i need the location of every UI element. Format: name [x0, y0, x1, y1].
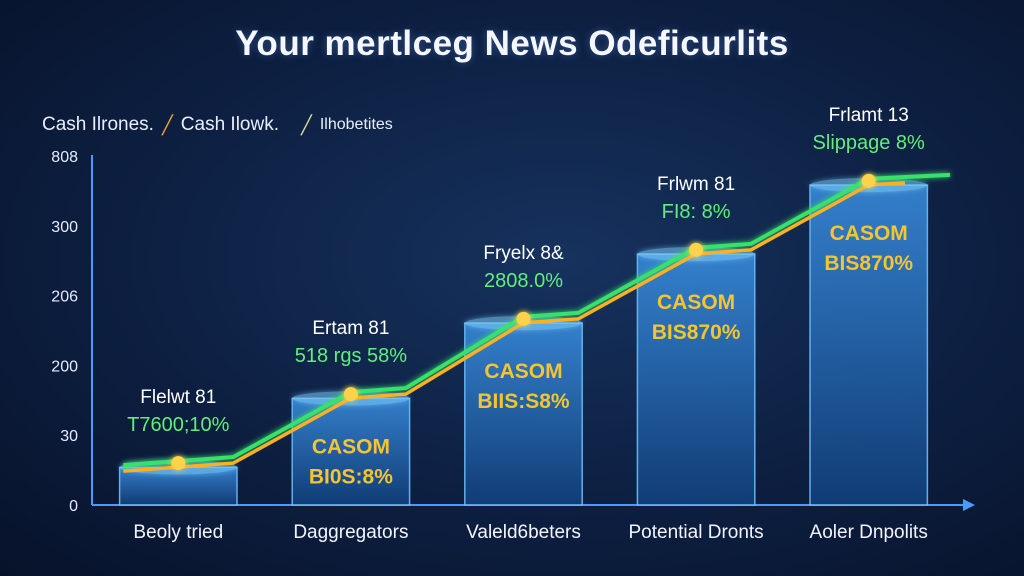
- point-label-bottom: 2808.0%: [484, 270, 563, 292]
- bar: [291, 397, 411, 506]
- bar-label: CASOM: [312, 435, 390, 458]
- data-point: [861, 173, 876, 188]
- legend-marker-2: ╱: [161, 115, 173, 135]
- point-label-top: Frlwm 81: [657, 174, 735, 195]
- x-tick-label: Beoly tried: [133, 522, 223, 543]
- x-tick-label: Potential Dronts: [629, 522, 764, 543]
- bar-label: BI0S:8%: [309, 465, 393, 488]
- x-tick-label: Valeld6beters: [466, 522, 581, 543]
- point-label-top: Fryelx 8&: [483, 243, 564, 264]
- point-label-bottom: Slippage 8%: [813, 132, 926, 154]
- y-tick-label: 30: [60, 428, 78, 445]
- data-point: [343, 387, 358, 402]
- bar: [464, 322, 583, 506]
- data-point: [171, 456, 186, 471]
- point-label-bottom: FI8: 8%: [662, 201, 731, 223]
- bar-label: BIS870%: [652, 321, 741, 344]
- point-label-top: Flelwt 81: [140, 387, 216, 408]
- data-point: [516, 311, 531, 326]
- bar-label: CASOM: [830, 222, 908, 245]
- point-label-bottom: 518 rgs 58%: [295, 345, 408, 367]
- bar-label: BIS870%: [824, 252, 913, 275]
- bar: [809, 184, 929, 506]
- legend: Cash Ilrones. ╱ Cash Ilowk. ╱ Ilhobetite…: [42, 114, 393, 136]
- data-point: [689, 242, 704, 257]
- y-tick-label: 206: [51, 289, 78, 306]
- legend-label-1: Cash Ilrones.: [42, 114, 154, 135]
- x-axis-arrow: [963, 499, 975, 511]
- x-tick-label: Aoler Dnpolits: [810, 522, 928, 543]
- chart-title: Your mertlceg News Odeficurlits: [235, 24, 789, 63]
- y-tick-label: 300: [51, 219, 78, 236]
- bar-label: BIIS:S8%: [477, 390, 570, 413]
- bar-label: CASOM: [484, 360, 562, 383]
- bar-group: [464, 316, 583, 506]
- y-tick-label: 200: [51, 358, 78, 375]
- bar-group: [118, 460, 238, 506]
- legend-marker-3: ╱: [301, 115, 312, 135]
- legend-label-2: Cash Ilowk.: [180, 114, 279, 135]
- point-label-top: Ertam 81: [312, 318, 389, 339]
- bar-label: CASOM: [657, 291, 735, 314]
- legend-label-3: Ilhobetites: [319, 116, 393, 133]
- point-label-bottom: T7600;10%: [127, 414, 230, 436]
- x-tick-label: Daggregators: [293, 522, 408, 543]
- y-tick-label: 808: [51, 149, 78, 166]
- bar: [636, 253, 756, 506]
- point-label-top: Frlamt 13: [829, 105, 909, 126]
- y-tick-label: 0: [69, 498, 78, 515]
- bar-group: [809, 178, 929, 506]
- bar-group: [636, 247, 756, 506]
